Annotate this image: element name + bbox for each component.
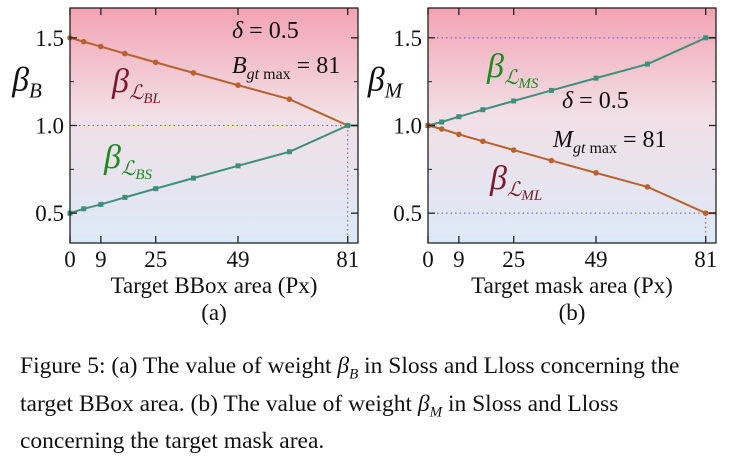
data-point-bl — [286, 96, 293, 102]
data-point-ms — [593, 75, 599, 81]
data-point-bl — [235, 82, 241, 88]
data-point-bs — [153, 186, 159, 192]
series-label-ms: βℒMS — [486, 48, 539, 92]
data-point-bs — [345, 123, 351, 128]
data-point-bs — [122, 194, 128, 200]
data-point-bl — [152, 59, 159, 66]
data-point-ms — [548, 87, 554, 93]
x-tick-label: 9 — [453, 247, 465, 272]
x-tick-label: 0 — [64, 247, 76, 272]
data-point-bs — [235, 163, 241, 169]
data-point-bs — [286, 149, 292, 155]
max-annotation: Bgt max = 81 — [232, 53, 340, 83]
series-label-bs: βℒBS — [103, 139, 153, 183]
data-point-bs — [190, 175, 196, 181]
data-point-ms — [439, 119, 445, 125]
caption-beta-m: βM — [417, 390, 443, 421]
y-tick-label: 1.0 — [35, 114, 64, 139]
y-axis-label: βM — [367, 62, 404, 103]
panel-label: (a) — [201, 300, 227, 325]
series-label-bl: βℒBL — [111, 63, 161, 107]
x-tick-label: 81 — [336, 247, 359, 272]
caption-part3: in Sloss and Lloss concerning the target… — [20, 390, 619, 455]
data-point-bl — [122, 50, 128, 57]
data-point-ml — [438, 126, 445, 132]
data-point-ms — [703, 35, 709, 41]
data-point-bl — [80, 38, 87, 45]
plot-background — [428, 8, 716, 243]
data-point-bl — [98, 43, 104, 50]
y-tick-label: 1.0 — [393, 114, 422, 139]
y-tick-label: 0.5 — [393, 201, 422, 226]
series-line-bl — [69, 36, 358, 127]
data-point-ml — [480, 138, 486, 145]
caption-beta-b: βB — [337, 353, 359, 383]
x-tick-label: 49 — [585, 247, 608, 272]
data-point-bs — [98, 201, 104, 207]
x-axis-label: Target BBox area (Px) — [111, 273, 318, 298]
data-point-ms — [456, 114, 462, 120]
chart-panel-b: βℒMS βℒML 0.5 1.0 1.5 0 9 25 49 81 βM Target mask a… — [367, 7, 717, 325]
caption-part1: Figure 5: (a) The value of weight — [20, 353, 338, 379]
series-line-ms — [427, 36, 716, 127]
max-annotation: Mgt max = 81 — [552, 127, 667, 157]
x-tick-label: 81 — [694, 247, 717, 272]
data-point-bs — [81, 206, 87, 212]
panel-label: (b) — [559, 300, 586, 325]
series-line-ml — [427, 124, 716, 215]
x-tick-label: 0 — [422, 247, 434, 272]
data-point-ml — [548, 157, 555, 164]
data-point-ml — [510, 147, 517, 153]
x-tick-label: 25 — [144, 247, 167, 272]
data-point-ml — [593, 170, 599, 176]
delta-annotation: δ = 0.5 — [562, 88, 629, 114]
y-tick-label: 0.5 — [35, 201, 64, 226]
delta-annotation: δ = 0.5 — [232, 18, 299, 44]
x-axis-label: Target mask area (Px) — [471, 273, 673, 298]
x-tick-label: 49 — [227, 247, 250, 272]
series-line-bs — [69, 124, 358, 215]
data-point-ms — [480, 107, 486, 113]
series-label-ml: βℒML — [489, 160, 542, 204]
data-point-bl — [190, 70, 197, 76]
data-point-ml — [456, 131, 462, 138]
x-tick-label: 9 — [95, 247, 107, 272]
data-point-ml — [702, 210, 709, 216]
data-point-ms — [511, 98, 517, 104]
y-axis-label: βB — [11, 62, 42, 103]
caption-part2: in Sloss and Lloss concerning the target… — [20, 353, 680, 417]
data-point-ml — [644, 184, 651, 190]
y-tick-label: 1.5 — [393, 26, 422, 51]
chart-panel-a: βℒBL βℒBS 0.5 1.0 1.5 0 9 25 49 81 βB Target BBox a… — [11, 7, 359, 325]
y-tick-label: 1.5 — [35, 26, 64, 51]
figure-caption: Figure 5: (a) The value of weight βB in … — [20, 352, 725, 456]
data-point-ms — [644, 61, 650, 67]
x-tick-label: 25 — [502, 247, 525, 272]
